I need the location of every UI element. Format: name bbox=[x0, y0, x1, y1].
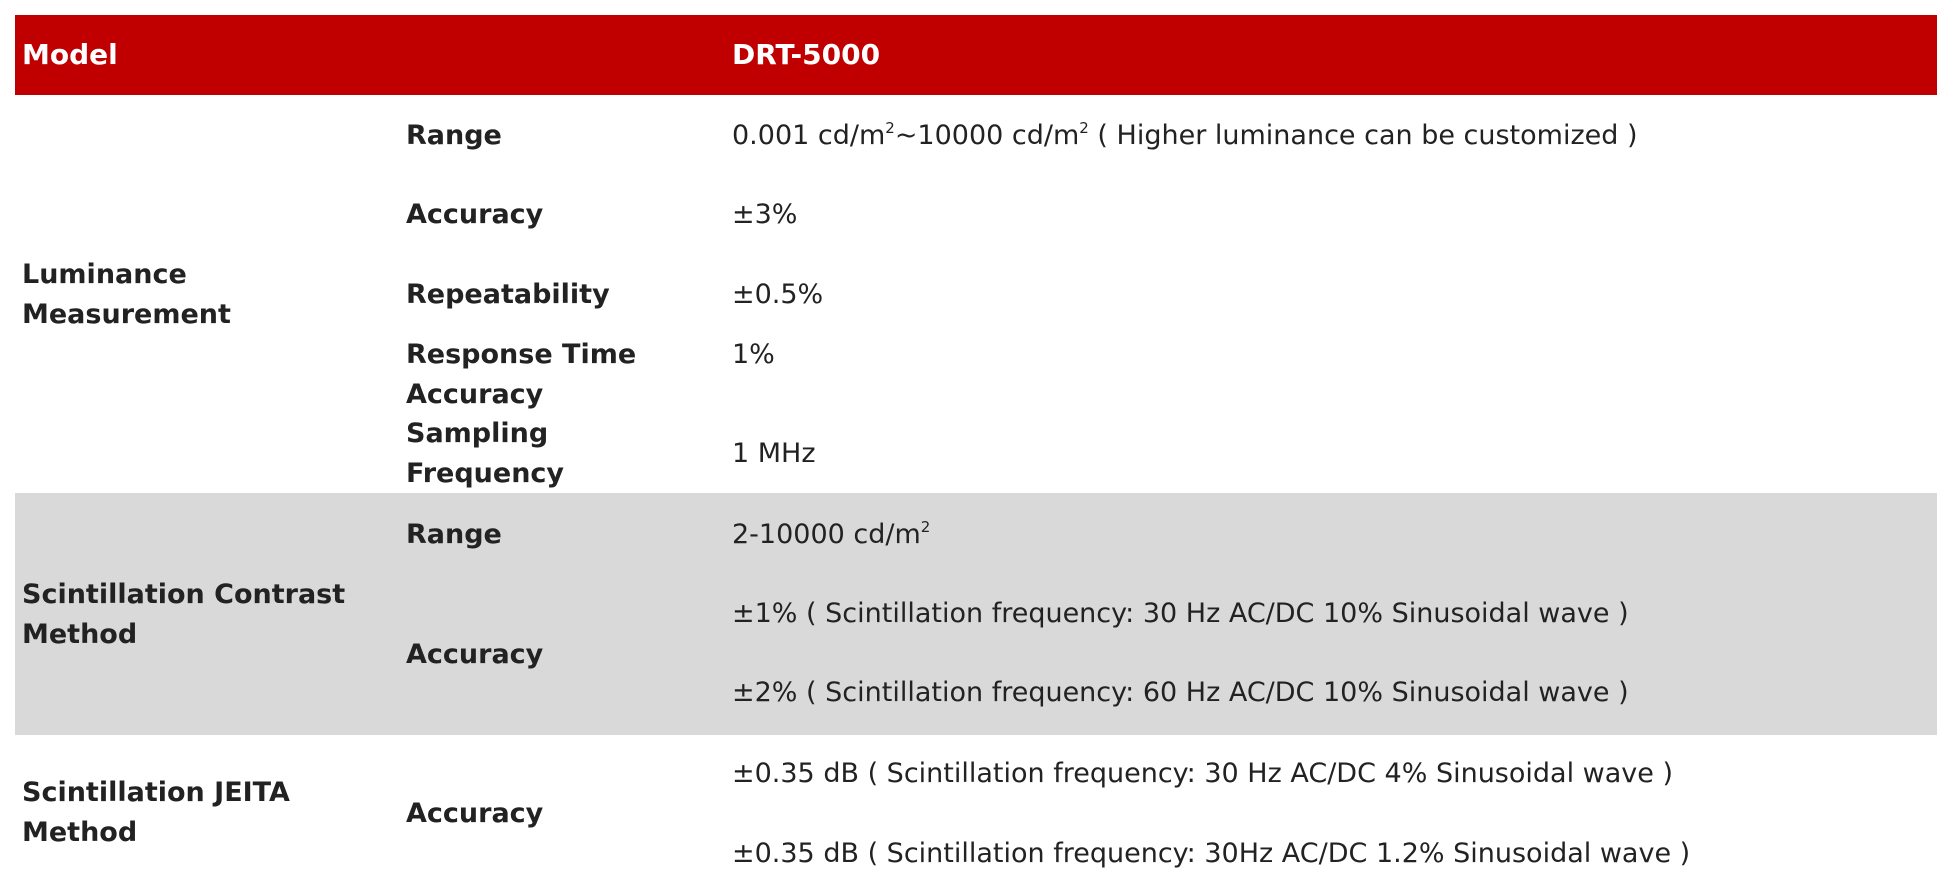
contrast-range-label: Range bbox=[406, 519, 502, 550]
luminance-range-label: Range bbox=[406, 120, 502, 151]
jeita-accuracy-value: ±0.35 dB ( Scintillation frequency: 30Hz… bbox=[732, 838, 1691, 869]
group-label-line: Method bbox=[22, 817, 138, 848]
sampling-frequency-label: Sampling Frequency bbox=[406, 414, 564, 494]
group-label-line: Measurement bbox=[22, 299, 231, 330]
superscript: 2 bbox=[1079, 119, 1089, 137]
jeita-accuracy-label: Accuracy bbox=[406, 798, 544, 829]
contrast-accuracy-label: Accuracy bbox=[406, 639, 544, 670]
jeita-accuracy-value: ±0.35 dB ( Scintillation frequency: 30 H… bbox=[732, 758, 1673, 789]
value-text: ( Higher luminance can be customized ) bbox=[1088, 120, 1638, 151]
response-time-value: 1% bbox=[732, 339, 775, 370]
value-text: 2-10000 cd/m bbox=[732, 519, 921, 550]
group-label-line: Scintillation JEITA bbox=[22, 777, 290, 808]
group-label-line: Method bbox=[22, 619, 138, 650]
repeatability-value: ±0.5% bbox=[732, 279, 824, 310]
label-line: Sampling bbox=[406, 418, 549, 449]
group-jeita: Scintillation JEITA Method bbox=[22, 773, 290, 853]
superscript: 2 bbox=[920, 518, 931, 536]
table-header: Model DRT-5000 bbox=[15, 15, 1937, 95]
group-contrast: Scintillation Contrast Method bbox=[22, 575, 345, 655]
response-time-label: Response Time Accuracy bbox=[406, 335, 636, 415]
luminance-accuracy-label: Accuracy bbox=[406, 199, 544, 230]
contrast-accuracy-value: ±1% ( Scintillation frequency: 30 Hz AC/… bbox=[732, 598, 1629, 629]
repeatability-label: Repeatability bbox=[406, 279, 610, 310]
luminance-range-value: 0.001 cd/m2~10000 cd/m2 ( Higher luminan… bbox=[732, 116, 1638, 156]
header-model-label: Model bbox=[22, 38, 118, 71]
sampling-frequency-value: 1 MHz bbox=[732, 438, 816, 469]
superscript: 2 bbox=[885, 119, 895, 137]
luminance-accuracy-value: ±3% bbox=[732, 199, 798, 230]
label-line: Accuracy bbox=[406, 379, 544, 410]
group-label-line: Luminance bbox=[22, 259, 187, 290]
header-model-value: DRT-5000 bbox=[732, 38, 881, 71]
label-line: Frequency bbox=[406, 458, 565, 489]
group-label-line: Scintillation Contrast bbox=[22, 579, 346, 610]
contrast-accuracy-value: ±2% ( Scintillation frequency: 60 Hz AC/… bbox=[732, 677, 1629, 708]
label-line: Response Time bbox=[406, 339, 637, 370]
value-text: 0.001 cd/m bbox=[732, 120, 886, 151]
value-text: ~10000 cd/m bbox=[894, 120, 1080, 151]
contrast-range-value: 2-10000 cd/m2 bbox=[732, 515, 930, 555]
contrast-section-band bbox=[15, 493, 1937, 735]
group-luminance: Luminance Measurement bbox=[22, 255, 231, 335]
